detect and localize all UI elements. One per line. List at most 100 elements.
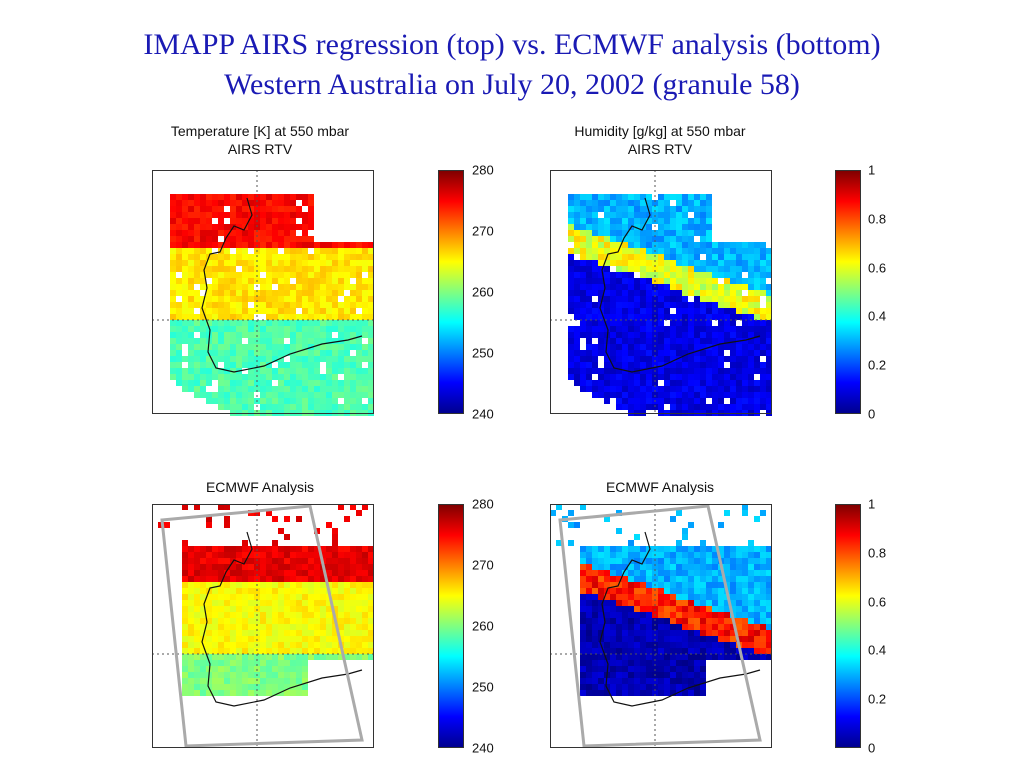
heatmap-cell bbox=[580, 654, 586, 660]
heatmap-cell bbox=[266, 374, 272, 380]
heatmap-cell bbox=[212, 374, 218, 380]
heatmap-cell bbox=[218, 600, 224, 606]
heatmap-cell bbox=[634, 690, 640, 696]
heatmap-cell bbox=[586, 684, 592, 690]
heatmap-cell bbox=[248, 368, 254, 374]
heatmap-cell bbox=[694, 368, 700, 374]
heatmap-cell bbox=[766, 582, 772, 588]
heatmap-cell bbox=[308, 260, 314, 266]
heatmap-cell bbox=[724, 254, 730, 260]
heatmap-cell bbox=[236, 684, 242, 690]
heatmap-cell bbox=[182, 326, 188, 332]
heatmap-cell bbox=[682, 588, 688, 594]
heatmap-cell bbox=[766, 326, 772, 332]
heatmap-cell bbox=[254, 588, 260, 594]
heatmap-cell bbox=[368, 588, 374, 594]
heatmap-cell bbox=[694, 284, 700, 290]
heatmap-cell bbox=[242, 666, 248, 672]
heatmap-cell bbox=[326, 618, 332, 624]
heatmap-cell bbox=[272, 654, 278, 660]
heatmap-cell bbox=[610, 230, 616, 236]
heatmap-cell bbox=[766, 344, 772, 350]
heatmap-cell bbox=[706, 404, 712, 410]
heatmap-cell bbox=[326, 636, 332, 642]
heatmap-cell bbox=[248, 684, 254, 690]
heatmap-cell bbox=[266, 230, 272, 236]
heatmap-cell bbox=[284, 230, 290, 236]
heatmap-cell bbox=[332, 636, 338, 642]
heatmap-cell bbox=[332, 272, 338, 278]
heatmap-cell bbox=[604, 600, 610, 606]
heatmap-cell bbox=[344, 314, 350, 320]
heatmap-cell bbox=[688, 558, 694, 564]
heatmap-cell bbox=[356, 356, 362, 362]
heatmap-cell bbox=[320, 278, 326, 284]
heatmap-cell bbox=[230, 690, 236, 696]
heatmap-cell bbox=[628, 326, 634, 332]
heatmap-cell bbox=[748, 356, 754, 362]
heatmap-cell bbox=[742, 374, 748, 380]
heatmap-cell bbox=[320, 552, 326, 558]
heatmap-cell bbox=[610, 248, 616, 254]
heatmap-cell bbox=[302, 612, 308, 618]
heatmap-cell bbox=[344, 404, 350, 410]
heatmap-cell bbox=[754, 570, 760, 576]
heatmap-cell bbox=[290, 630, 296, 636]
heatmap-cell bbox=[616, 374, 622, 380]
heatmap-cell bbox=[320, 648, 326, 654]
heatmap-cell bbox=[248, 362, 254, 368]
heatmap-cell bbox=[200, 284, 206, 290]
heatmap-cell bbox=[664, 332, 670, 338]
heatmap-cell bbox=[350, 630, 356, 636]
heatmap-cell bbox=[604, 236, 610, 242]
heatmap-cell bbox=[332, 338, 338, 344]
heatmap-cell bbox=[182, 582, 188, 588]
heatmap-cell bbox=[616, 624, 622, 630]
heatmap-cell bbox=[694, 320, 700, 326]
heatmap-cell bbox=[580, 248, 586, 254]
heatmap-cell bbox=[670, 612, 676, 618]
heatmap-cell bbox=[748, 272, 754, 278]
heatmap-cell bbox=[302, 618, 308, 624]
heatmap-cell bbox=[616, 242, 622, 248]
heatmap-cell bbox=[718, 588, 724, 594]
heatmap-cell bbox=[598, 338, 604, 344]
heatmap-cell bbox=[290, 570, 296, 576]
heatmap-cell bbox=[278, 576, 284, 582]
heatmap-cell bbox=[676, 290, 682, 296]
heatmap-cell bbox=[308, 398, 314, 404]
heatmap-cell bbox=[266, 260, 272, 266]
heatmap-cell bbox=[182, 606, 188, 612]
heatmap-cell bbox=[688, 660, 694, 666]
heatmap-cell bbox=[272, 386, 278, 392]
heatmap-cell bbox=[218, 678, 224, 684]
heatmap-cell bbox=[242, 564, 248, 570]
heatmap-cell bbox=[284, 350, 290, 356]
heatmap-cell bbox=[350, 564, 356, 570]
heatmap-cell bbox=[218, 612, 224, 618]
heatmap-cell bbox=[736, 350, 742, 356]
heatmap-cell bbox=[188, 374, 194, 380]
heatmap-cell bbox=[688, 230, 694, 236]
heatmap-cell bbox=[640, 588, 646, 594]
heatmap-cell bbox=[760, 398, 766, 404]
heatmap-cell bbox=[266, 642, 272, 648]
heatmap-cell bbox=[182, 356, 188, 362]
heatmap-cell bbox=[760, 290, 766, 296]
heatmap-cell bbox=[188, 296, 194, 302]
heatmap-cell bbox=[694, 296, 700, 302]
heatmap-cell bbox=[700, 350, 706, 356]
heatmap-cell bbox=[688, 624, 694, 630]
heatmap-cell bbox=[604, 320, 610, 326]
heatmap-cell bbox=[658, 290, 664, 296]
heatmap-cell bbox=[586, 636, 592, 642]
heatmap-cell bbox=[182, 618, 188, 624]
heatmap-cell bbox=[700, 284, 706, 290]
heatmap-cell bbox=[664, 362, 670, 368]
heatmap-cell bbox=[604, 558, 610, 564]
heatmap-cell bbox=[212, 392, 218, 398]
heatmap-cell bbox=[218, 552, 224, 558]
heatmap-cell bbox=[628, 552, 634, 558]
heatmap-cell bbox=[652, 618, 658, 624]
heatmap-cell bbox=[598, 200, 604, 206]
